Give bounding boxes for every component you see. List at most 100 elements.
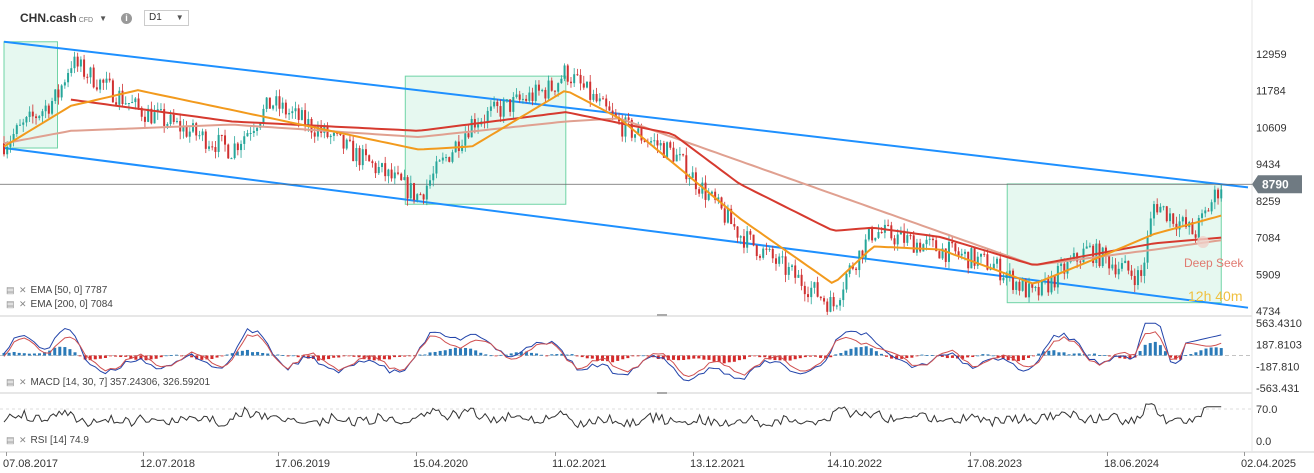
- candle-body: [903, 230, 906, 243]
- candle-body: [771, 248, 774, 259]
- macd-histogram-bar: [1001, 355, 1005, 359]
- symbol-selector[interactable]: CHN.cash CFD: [20, 11, 93, 25]
- macd-legend[interactable]: ▤ ✕ MACD [14, 30, 7] 357.24306, 326.5920…: [6, 377, 210, 388]
- time-tick-label: 12.07.2018: [140, 458, 195, 470]
- candle-body: [893, 238, 896, 245]
- price-tick-label: 10609: [1256, 122, 1287, 134]
- macd-histogram-bar: [550, 354, 554, 356]
- macd-histogram-bar: [616, 355, 620, 361]
- candle-body: [899, 230, 902, 235]
- candle-body: [400, 173, 403, 180]
- candle-body: [781, 256, 784, 258]
- candle-body: [246, 133, 249, 137]
- candle-body: [951, 241, 954, 244]
- candle-body: [256, 127, 259, 131]
- time-tick-label: 17.06.2019: [275, 458, 330, 470]
- candle-body: [1140, 270, 1143, 276]
- candle-body: [976, 256, 979, 266]
- macd-histogram-bar: [540, 354, 544, 356]
- candle-body: [960, 253, 963, 256]
- ema200-legend[interactable]: ▤ ✕ EMA [200, 0] 7084: [6, 299, 113, 310]
- macd-histogram-bar: [1169, 355, 1173, 358]
- candle-body: [461, 145, 464, 152]
- candle-body: [611, 110, 614, 114]
- candle-body: [429, 180, 432, 186]
- macd-histogram-bar: [286, 355, 290, 357]
- macd-histogram-bar: [499, 354, 503, 356]
- candle-body: [70, 68, 73, 73]
- candle-body: [374, 163, 377, 174]
- info-icon[interactable]: i: [121, 12, 132, 24]
- macd-histogram-bar: [1219, 348, 1223, 356]
- macd-histogram-bar: [484, 354, 488, 356]
- macd-histogram-bar: [1158, 345, 1162, 356]
- candle-body: [1152, 204, 1155, 219]
- macd-histogram-bar: [205, 355, 209, 360]
- macd-histogram-bar: [1016, 355, 1020, 362]
- candle-body: [634, 134, 637, 138]
- macd-histogram-bar: [545, 355, 549, 357]
- macd-histogram-bar: [38, 353, 42, 356]
- timeframe-selector[interactable]: D1 ▼: [144, 10, 189, 26]
- candle-body: [307, 118, 310, 126]
- candle-body: [361, 149, 364, 166]
- candle-body: [726, 208, 729, 223]
- candle-body: [1117, 268, 1120, 275]
- panel-resize-handle[interactable]: [657, 314, 667, 316]
- candle-body: [1133, 275, 1136, 286]
- macd-histogram-bar: [646, 355, 650, 357]
- candle-body: [364, 149, 367, 156]
- candle-body: [810, 287, 813, 298]
- candle-body: [252, 130, 255, 133]
- candle-body: [906, 235, 909, 243]
- ema-200-line: [70, 98, 1222, 266]
- candle-body: [304, 110, 307, 126]
- macd-histogram-bar: [879, 353, 883, 356]
- indicator-settings-icon[interactable]: ▤ ✕: [6, 299, 28, 309]
- candle-body: [1012, 270, 1015, 290]
- candle-body: [291, 111, 294, 114]
- macd-histogram-bar: [839, 353, 843, 356]
- macd-histogram-bar: [519, 351, 523, 356]
- candle-body: [393, 172, 396, 179]
- indicator-settings-icon[interactable]: ▤ ✕: [6, 435, 28, 445]
- macd-histogram-bar: [1118, 355, 1122, 359]
- candle-body: [688, 177, 691, 180]
- rsi-legend[interactable]: ▤ ✕ RSI [14] 74.9: [6, 435, 89, 446]
- candle-body: [553, 90, 556, 92]
- candle-body: [41, 111, 44, 117]
- macd-histogram-bar: [1128, 355, 1132, 360]
- candle-body: [682, 154, 685, 156]
- macd-histogram-bar: [524, 351, 528, 356]
- candle-body: [685, 155, 688, 180]
- time-tick-label: 02.04.2025: [1241, 458, 1296, 470]
- macd-histogram-bar: [210, 355, 214, 359]
- macd-histogram-bar: [692, 355, 696, 359]
- candle-body: [406, 177, 409, 199]
- macd-histogram-bar: [88, 355, 92, 361]
- ema200-label: EMA [200, 0] 7084: [30, 299, 113, 310]
- candle-body: [992, 263, 995, 269]
- price-tick-label: 7084: [1256, 233, 1280, 245]
- candle-body: [147, 108, 150, 122]
- candle-body: [102, 79, 105, 83]
- time-tick-label: 18.06.2024: [1104, 458, 1159, 470]
- macd-tick-label: -187.810: [1256, 361, 1299, 373]
- symbol-dropdown-icon[interactable]: ▼: [99, 13, 107, 23]
- macd-histogram-bar: [570, 354, 574, 356]
- candle-body: [79, 59, 82, 67]
- panel-resize-handle[interactable]: [657, 392, 667, 394]
- macd-histogram-bar: [961, 355, 965, 359]
- indicator-settings-icon[interactable]: ▤ ✕: [6, 285, 28, 295]
- indicator-settings-icon[interactable]: ▤ ✕: [6, 377, 28, 387]
- price-tick-label: 11784: [1256, 86, 1286, 98]
- candle-body: [653, 140, 656, 142]
- candle-body: [358, 148, 361, 166]
- ema50-legend[interactable]: ▤ ✕ EMA [50, 0] 7787: [6, 285, 107, 296]
- candle-body: [925, 239, 928, 245]
- candle-body: [874, 237, 877, 241]
- macd-histogram-bar: [1052, 350, 1056, 356]
- macd-histogram-bar: [1072, 353, 1076, 356]
- candle-body: [172, 114, 175, 122]
